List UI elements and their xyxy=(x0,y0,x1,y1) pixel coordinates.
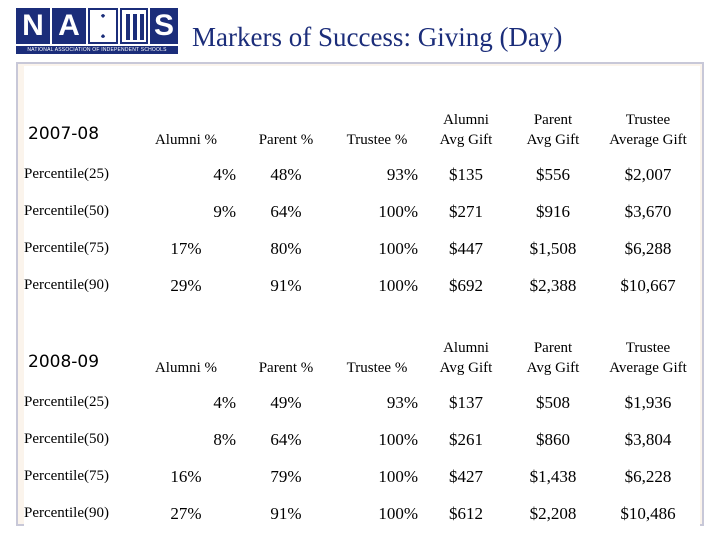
page-title: Markers of Success: Giving (Day) xyxy=(192,22,563,52)
trustee-pct-cell: 100% xyxy=(378,429,418,449)
trustee-gift-cell: $3,804 xyxy=(624,429,672,449)
year-label: 2007-08 xyxy=(28,124,100,144)
trustee-gift-cell: $10,486 xyxy=(620,503,676,523)
trustee-pct-cell: 93% xyxy=(386,392,418,412)
trustee-gift-cell: $1,936 xyxy=(624,392,672,412)
logo-letter-n: N xyxy=(22,9,44,42)
alumni-pct-cell: 4% xyxy=(213,392,236,412)
alumni-pct-cell: 29% xyxy=(170,275,202,295)
trustee-pct-cell: 100% xyxy=(378,503,418,523)
header-parent-avg-gift: Parent Avg Gift xyxy=(526,112,580,148)
year-label: 2008-09 xyxy=(28,352,100,372)
trustee-pct-cell: 100% xyxy=(378,466,418,486)
logo-subtitle: NATIONAL ASSOCIATION OF INDEPENDENT SCHO… xyxy=(16,46,178,54)
table-row: Percentile(75) 16% 79% 100% $427 $1,438 … xyxy=(24,458,700,495)
alumni-gift-cell: $137 xyxy=(449,392,483,412)
header-trustee-avg-gift: Trustee Average Gift xyxy=(609,340,687,376)
alumni-gift-cell: $447 xyxy=(449,238,483,258)
trustee-pct-cell: 100% xyxy=(378,238,418,258)
header-parent-pct: Parent % xyxy=(258,132,314,148)
table-header-row: 2008-09 Alumni % Parent % Trustee % Alum… xyxy=(24,294,700,384)
header-trustee-pct: Trustee % xyxy=(346,360,408,376)
row-label: Percentile(50) xyxy=(24,431,109,447)
alumni-gift-cell: $612 xyxy=(449,503,483,523)
logo-columns-mark xyxy=(120,8,148,44)
alumni-gift-cell: $271 xyxy=(449,201,483,221)
table-row: Percentile(90) 29% 91% 100% $692 $2,388 … xyxy=(24,267,700,304)
parent-gift-cell: $2,388 xyxy=(529,275,577,295)
header-parent-pct: Parent % xyxy=(258,360,314,376)
parent-gift-cell: $860 xyxy=(536,429,570,449)
alumni-pct-cell: 17% xyxy=(170,238,202,258)
nais-logo: N A S NATIONAL ASSOCIATION OF INDEPENDEN… xyxy=(16,8,178,54)
parent-pct-cell: 91% xyxy=(270,275,302,295)
parent-pct-cell: 64% xyxy=(270,201,302,221)
table-row: Percentile(25) 4% 49% 93% $137 $508 $1,9… xyxy=(24,384,700,421)
table-row: Percentile(25) 4% 48% 93% $135 $556 $2,0… xyxy=(24,156,700,193)
parent-gift-cell: $2,208 xyxy=(529,503,577,523)
trustee-pct-cell: 93% xyxy=(386,164,418,184)
parent-gift-cell: $508 xyxy=(536,392,570,412)
row-label: Percentile(25) xyxy=(24,394,109,410)
alumni-pct-cell: 9% xyxy=(213,201,236,221)
giving-table-2008-09: 2008-09 Alumni % Parent % Trustee % Alum… xyxy=(24,294,700,532)
row-label: Percentile(50) xyxy=(24,203,109,219)
logo-letter-s: S xyxy=(153,9,174,42)
parent-pct-cell: 49% xyxy=(270,392,302,412)
parent-gift-cell: $556 xyxy=(536,164,570,184)
parent-pct-cell: 48% xyxy=(270,164,302,184)
header-alumni-avg-gift: Alumni Avg Gift xyxy=(439,340,493,376)
header-alumni-pct: Alumni % xyxy=(154,132,218,148)
parent-gift-cell: $1,508 xyxy=(529,238,577,258)
trustee-gift-cell: $6,228 xyxy=(624,466,672,486)
giving-table-2007-08: 2007-08 Alumni % Parent % Trustee % Alum… xyxy=(24,66,700,304)
trustee-gift-cell: $6,288 xyxy=(624,238,672,258)
alumni-pct-cell: 27% xyxy=(170,503,202,523)
alumni-pct-cell: 8% xyxy=(213,429,236,449)
trustee-gift-cell: $3,670 xyxy=(624,201,672,221)
parent-pct-cell: 80% xyxy=(270,238,302,258)
table-row: Percentile(75) 17% 80% 100% $447 $1,508 … xyxy=(24,230,700,267)
parent-pct-cell: 64% xyxy=(270,429,302,449)
header-alumni-avg-gift: Alumni Avg Gift xyxy=(439,112,493,148)
trustee-pct-cell: 100% xyxy=(378,275,418,295)
alumni-gift-cell: $261 xyxy=(449,429,483,449)
parent-pct-cell: 79% xyxy=(270,466,302,486)
header-alumni-pct: Alumni % xyxy=(154,360,218,376)
alumni-gift-cell: $135 xyxy=(449,164,483,184)
parent-pct-cell: 91% xyxy=(270,503,302,523)
alumni-pct-cell: 16% xyxy=(170,466,202,486)
trustee-gift-cell: $2,007 xyxy=(624,164,672,184)
row-label: Percentile(75) xyxy=(24,240,109,256)
table-row: Percentile(50) 8% 64% 100% $261 $860 $3,… xyxy=(24,421,700,458)
table-row: Percentile(50) 9% 64% 100% $271 $916 $3,… xyxy=(24,193,700,230)
row-label: Percentile(25) xyxy=(24,166,109,182)
row-label: Percentile(90) xyxy=(24,277,109,293)
parent-gift-cell: $916 xyxy=(536,201,570,221)
header-trustee-avg-gift: Trustee Average Gift xyxy=(609,112,687,148)
logo-letter-a: A xyxy=(58,9,80,42)
trustee-pct-cell: 100% xyxy=(378,201,418,221)
trustee-gift-cell: $10,667 xyxy=(620,275,676,295)
row-label: Percentile(90) xyxy=(24,505,109,521)
parent-gift-cell: $1,438 xyxy=(529,466,577,486)
table-header-row: 2007-08 Alumni % Parent % Trustee % Alum… xyxy=(24,66,700,156)
table-row: Percentile(90) 27% 91% 100% $612 $2,208 … xyxy=(24,495,700,532)
alumni-gift-cell: $692 xyxy=(449,275,483,295)
alumni-pct-cell: 4% xyxy=(213,164,236,184)
header-parent-avg-gift: Parent Avg Gift xyxy=(526,340,580,376)
alumni-gift-cell: $427 xyxy=(449,466,483,486)
row-label: Percentile(75) xyxy=(24,468,109,484)
header-trustee-pct: Trustee % xyxy=(346,132,408,148)
